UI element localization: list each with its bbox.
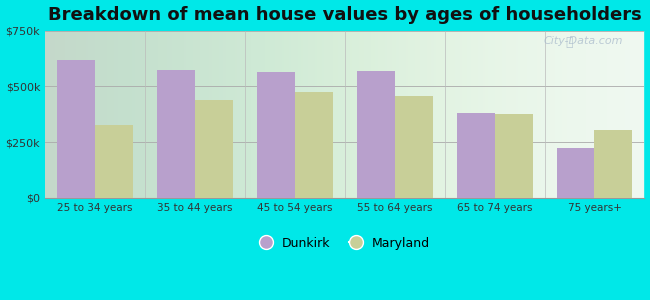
Bar <box>457 113 495 198</box>
Bar <box>595 130 632 198</box>
Bar <box>495 114 532 198</box>
Bar <box>195 100 233 198</box>
Text: City-Data.com: City-Data.com <box>544 36 623 46</box>
Bar <box>556 148 595 198</box>
Bar <box>157 70 195 198</box>
Title: Breakdown of mean house values by ages of householders: Breakdown of mean house values by ages o… <box>48 6 642 24</box>
Bar <box>295 92 333 198</box>
Bar <box>57 60 95 198</box>
Bar <box>357 71 395 198</box>
Bar <box>95 125 133 198</box>
Bar <box>395 97 433 198</box>
Text: ⓘ: ⓘ <box>565 36 573 49</box>
Bar <box>257 72 295 198</box>
Legend: Dunkirk, Maryland: Dunkirk, Maryland <box>255 232 435 255</box>
